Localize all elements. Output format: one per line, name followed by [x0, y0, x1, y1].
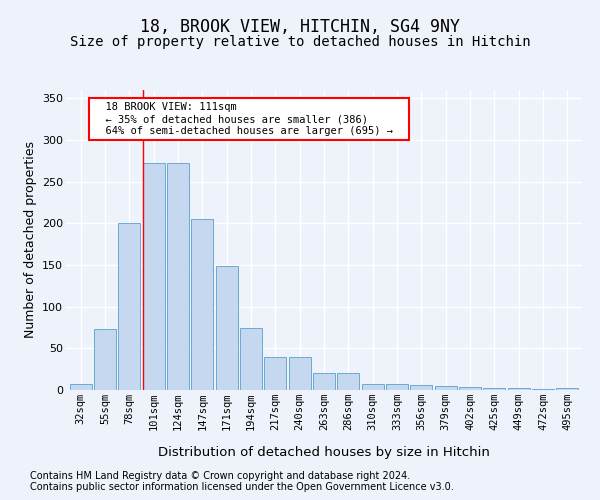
Bar — [386, 384, 408, 390]
Bar — [289, 356, 311, 390]
Text: 18 BROOK VIEW: 111sqm
  ← 35% of detached houses are smaller (386)
  64% of semi: 18 BROOK VIEW: 111sqm ← 35% of detached … — [93, 102, 405, 136]
Text: 18, BROOK VIEW, HITCHIN, SG4 9NY: 18, BROOK VIEW, HITCHIN, SG4 9NY — [140, 18, 460, 36]
Bar — [313, 374, 335, 390]
Bar — [191, 219, 213, 390]
Bar — [508, 388, 530, 390]
Bar — [362, 384, 383, 390]
Bar — [435, 386, 457, 390]
Text: Distribution of detached houses by size in Hitchin: Distribution of detached houses by size … — [158, 446, 490, 459]
Bar — [532, 389, 554, 390]
Y-axis label: Number of detached properties: Number of detached properties — [23, 142, 37, 338]
Bar — [265, 356, 286, 390]
Bar — [215, 266, 238, 390]
Bar — [337, 374, 359, 390]
Bar — [459, 386, 481, 390]
Bar — [118, 222, 140, 390]
Text: Contains public sector information licensed under the Open Government Licence v3: Contains public sector information licen… — [30, 482, 454, 492]
Bar — [167, 164, 189, 390]
Bar — [94, 329, 116, 390]
Bar — [143, 164, 164, 390]
Bar — [484, 388, 505, 390]
Bar — [240, 328, 262, 390]
Bar — [410, 385, 433, 390]
Bar — [70, 384, 92, 390]
Bar — [556, 388, 578, 390]
Text: Contains HM Land Registry data © Crown copyright and database right 2024.: Contains HM Land Registry data © Crown c… — [30, 471, 410, 481]
Text: Size of property relative to detached houses in Hitchin: Size of property relative to detached ho… — [70, 35, 530, 49]
